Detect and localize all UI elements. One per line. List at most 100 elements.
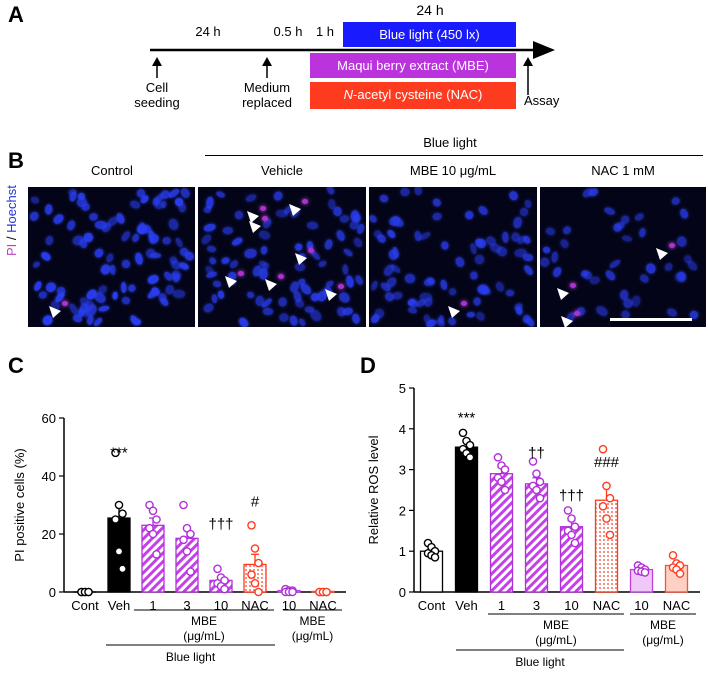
nucleus	[200, 233, 212, 246]
nucleus	[645, 262, 657, 275]
annotation: †††	[559, 488, 584, 505]
nucleus	[244, 248, 257, 258]
panel-letter-c: C	[8, 353, 24, 379]
nucleus	[211, 293, 217, 302]
nucleus	[639, 228, 646, 238]
data-point	[494, 454, 501, 461]
nucleus	[139, 224, 151, 232]
nucleus	[342, 264, 348, 275]
nucleus	[278, 297, 288, 307]
nucleus	[546, 227, 557, 236]
assay-label: Assay	[524, 93, 559, 108]
nucleus	[470, 271, 478, 279]
nucleus	[233, 210, 244, 221]
nucleus	[345, 275, 354, 288]
nucleus	[127, 283, 137, 293]
nucleus	[135, 252, 144, 265]
nucleus	[603, 207, 615, 217]
label-nac: NAC 1 mM	[591, 163, 655, 178]
arrowhead-marker	[48, 305, 62, 319]
nucleus	[502, 231, 509, 242]
nucleus	[391, 215, 405, 228]
nucleus	[121, 296, 130, 304]
data-point	[606, 531, 613, 538]
nucleus	[400, 188, 410, 197]
data-point	[214, 565, 221, 572]
nucleus	[622, 235, 633, 242]
nucleus	[340, 214, 350, 223]
group-label-unit: (μg/mL)	[183, 629, 225, 643]
data-point	[568, 531, 575, 538]
data-point	[112, 516, 119, 523]
nucleus	[369, 214, 378, 224]
arrowhead-marker	[556, 287, 570, 301]
nucleus	[121, 259, 132, 270]
nucleus	[342, 248, 353, 258]
data-point	[255, 559, 262, 566]
category-label: 1	[498, 598, 505, 613]
y-tick-label: 0	[49, 585, 56, 600]
nucleus	[619, 290, 628, 301]
nucleus	[133, 318, 141, 324]
nucleus	[639, 273, 650, 284]
nucleus	[326, 187, 336, 196]
nucleus	[263, 308, 274, 316]
data-point	[676, 570, 683, 577]
cell-seeding-label-2: seeding	[134, 95, 180, 110]
nucleus	[551, 251, 558, 263]
nucleus	[174, 237, 183, 248]
nucleus	[98, 304, 110, 311]
data-point	[187, 568, 194, 575]
nucleus	[540, 257, 550, 267]
nucleus	[663, 261, 674, 272]
nucleus	[221, 257, 230, 265]
y-tick-label: 40	[42, 469, 56, 484]
nucleus	[522, 264, 533, 276]
nucleus	[163, 237, 171, 244]
nucleus	[494, 280, 505, 292]
data-point	[536, 495, 543, 502]
nucleus	[679, 207, 690, 219]
nucleus	[352, 237, 364, 249]
arrowhead-marker	[246, 210, 260, 224]
nucleus	[95, 220, 108, 229]
nucleus	[147, 273, 160, 285]
pi-positive-nucleus	[338, 284, 344, 289]
nucleus	[99, 262, 112, 275]
nucleus	[112, 292, 118, 300]
group-label-mbe: MBE	[191, 614, 217, 628]
nucleus	[476, 205, 489, 217]
arrowhead-marker	[324, 288, 338, 302]
nucleus	[160, 293, 167, 301]
nucleus	[405, 274, 416, 283]
figure: A 24 h 24 h 0.5 h 1 h Blue light (450 lx…	[0, 0, 708, 684]
nucleus	[216, 191, 227, 200]
arrowhead-marker	[447, 305, 461, 319]
data-point	[323, 588, 330, 595]
category-label: 10	[282, 598, 296, 613]
nucleus	[38, 291, 48, 300]
nucleus	[173, 290, 185, 298]
data-point	[180, 536, 187, 543]
nucleus	[506, 290, 513, 296]
ylabel-sep: /	[4, 233, 19, 244]
nucleus	[208, 256, 217, 266]
data-point	[599, 503, 606, 510]
data-point	[498, 478, 505, 485]
nucleus	[477, 239, 486, 248]
y-tick-label: 0	[399, 585, 406, 600]
nucleus	[129, 199, 141, 210]
data-point	[606, 495, 613, 502]
cell-seeding-label-1: Cell	[146, 80, 168, 95]
nucleus	[30, 196, 39, 204]
nucleus	[45, 236, 54, 246]
nucleus	[120, 229, 132, 242]
data-point	[153, 516, 160, 523]
data-point	[466, 442, 473, 449]
nucleus	[605, 269, 618, 282]
nucleus	[307, 221, 319, 229]
data-point	[641, 569, 648, 576]
nucleus	[167, 217, 180, 231]
nucleus	[317, 260, 327, 268]
nucleus	[246, 291, 255, 299]
